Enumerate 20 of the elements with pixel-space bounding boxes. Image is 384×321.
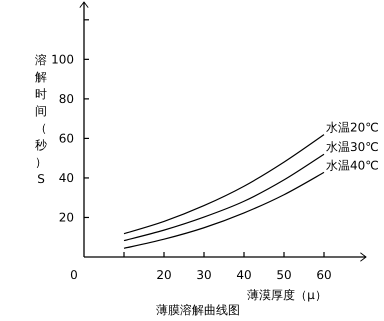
y-tick-label: 40 — [58, 170, 74, 185]
y-tick-label: 20 — [58, 210, 74, 224]
y-tick-label: 80 — [58, 92, 74, 106]
series-label: 水温20℃ — [326, 120, 379, 135]
x-tick-label: 60 — [316, 268, 332, 282]
x-axis-title: 薄漠厚度（μ） — [247, 288, 327, 302]
text: 薄膜溶解曲线图 — [156, 303, 240, 317]
x-tick-label: 20 — [156, 268, 172, 282]
x-tick-label: 0 — [70, 268, 78, 282]
line-series — [123, 134, 325, 234]
series-label: 水温40℃ — [326, 158, 379, 172]
y-axis-title: 溶解时间（秒）S — [35, 53, 47, 186]
line-series — [123, 172, 325, 249]
x-tick-label: 40 — [236, 268, 252, 282]
series-label: 水温30℃ — [326, 140, 379, 154]
x-tick-label: 50 — [276, 268, 292, 282]
y-tick-label: 60 — [58, 131, 74, 146]
y-tick-label: 100 — [51, 52, 74, 66]
x-tick-label: 30 — [196, 268, 212, 282]
line-series — [123, 154, 325, 242]
